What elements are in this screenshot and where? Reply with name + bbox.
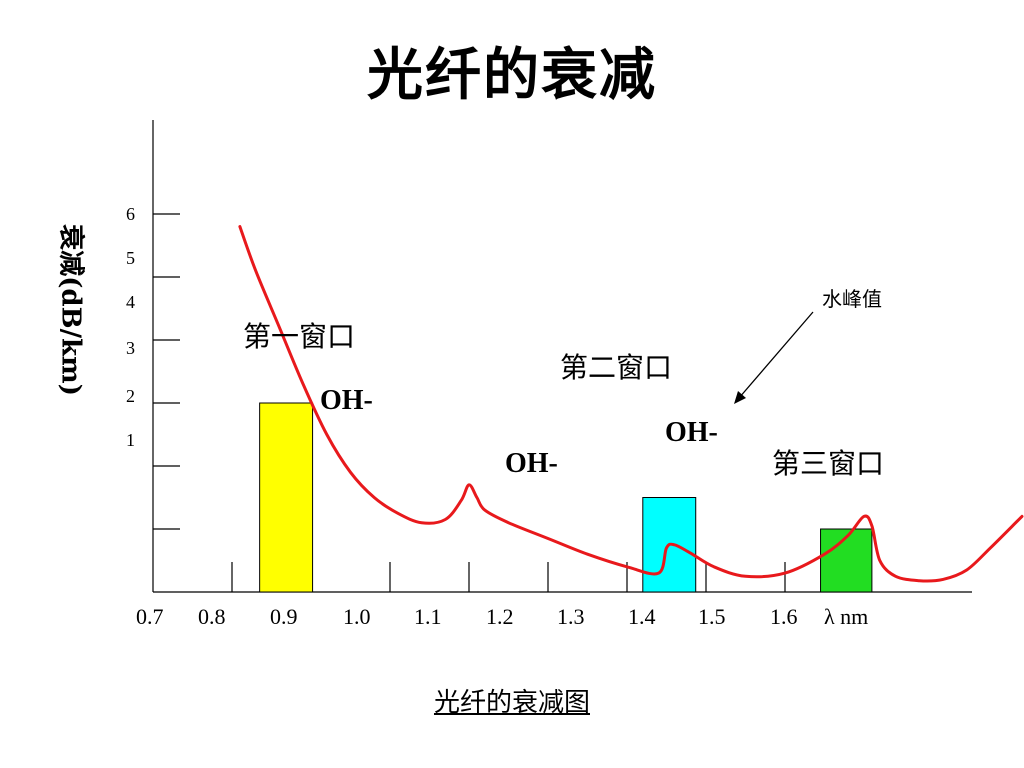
y-tick-label: 4 — [126, 292, 135, 312]
x-tick-label: 1.0 — [343, 604, 371, 629]
y-tick-label: 3 — [126, 338, 135, 358]
oh-annotation-3: OH- — [665, 417, 718, 448]
window-1-label: 第一窗口 — [243, 320, 355, 353]
x-tick-label: 0.9 — [270, 604, 298, 629]
y-tick-label: 5 — [126, 248, 135, 268]
x-axis-label: λ nm — [824, 604, 868, 629]
oh-annotation-2: OH- — [505, 448, 558, 479]
x-tick-label: 1.4 — [628, 604, 656, 629]
x-tick-label: 1.6 — [770, 604, 798, 629]
page-title: 光纤的衰减 — [367, 43, 657, 108]
oh-annotation-1: OH- — [320, 385, 373, 416]
x-tick-label: 1.1 — [414, 604, 442, 629]
water-peak-label: 水峰值 — [822, 287, 882, 311]
x-tick-label: 1.3 — [557, 604, 585, 629]
chart-caption: 光纤的衰减图 — [433, 688, 590, 718]
x-tick-label: 1.5 — [698, 604, 726, 629]
x-tick-label: 1.2 — [486, 604, 514, 629]
y-tick-label: 2 — [126, 386, 135, 406]
y-tick-label: 1 — [126, 430, 135, 450]
attenuation-curve — [238, 225, 1024, 583]
y-tick-marks — [153, 213, 180, 530]
window-bars — [259, 402, 873, 593]
window-2-label: 第二窗口 — [560, 351, 672, 384]
x-tick-label: 0.7 — [136, 604, 164, 629]
y-tick-label: 6 — [126, 204, 135, 224]
y-axis-label: 衰减(dB/km) — [55, 224, 86, 396]
x-tick-label: 0.8 — [198, 604, 226, 629]
window-3-label: 第三窗口 — [772, 447, 884, 480]
window-bar-3 — [820, 528, 873, 593]
window-bar-1 — [259, 402, 314, 593]
water-peak-arrow — [734, 311, 814, 404]
